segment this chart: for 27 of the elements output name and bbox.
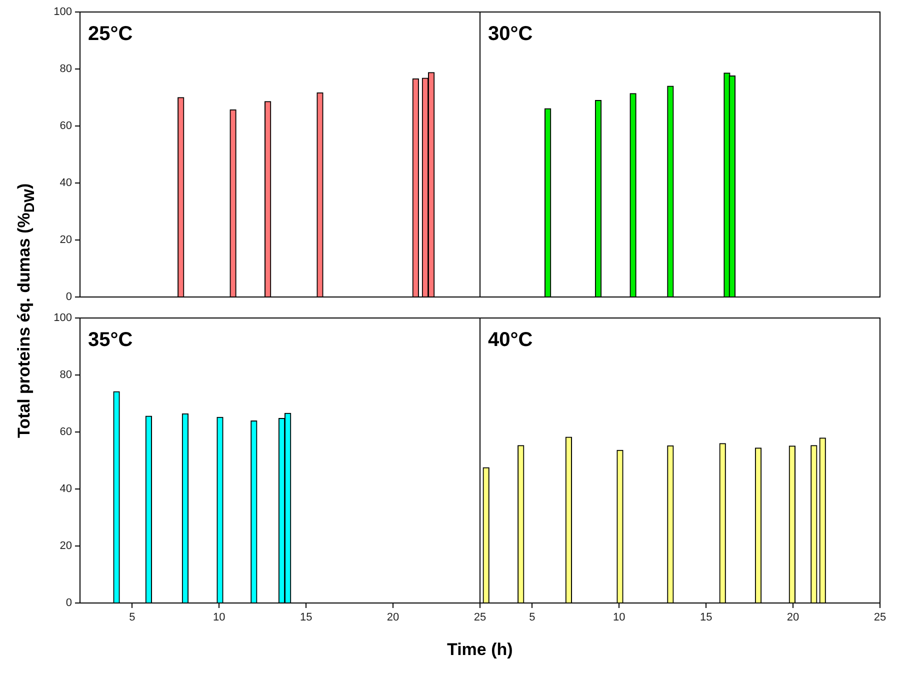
- x-tick-label: 5: [529, 612, 536, 624]
- x-tick-label: 20: [786, 612, 800, 624]
- x-tick-label: 10: [613, 612, 626, 624]
- text: 25°C: [88, 23, 133, 45]
- text: 35°C: [88, 329, 133, 351]
- y-tick-label: 60: [60, 120, 72, 132]
- text: 30°C: [488, 23, 533, 45]
- x-tick-label: 25: [874, 612, 886, 624]
- x-tick-label: 20: [386, 612, 400, 624]
- text: 40°C: [488, 329, 533, 351]
- y-tick-label: 0: [66, 597, 72, 610]
- y-tick-label: 20: [60, 540, 72, 552]
- y-tick-label: 60: [60, 426, 72, 438]
- y-tick-label: 100: [54, 6, 72, 18]
- x-tick-label: 15: [700, 612, 712, 624]
- x-tick-label: 10: [213, 612, 226, 624]
- y-tick-label: 40: [60, 177, 72, 190]
- y-tick-label: 20: [60, 234, 72, 246]
- x-tick-label: 5: [129, 612, 136, 624]
- x-tick-label: 25: [474, 612, 486, 624]
- y-tick-label: 80: [60, 369, 72, 382]
- y-tick-label: 100: [54, 312, 72, 324]
- x-axis-title: Time (h): [447, 640, 513, 660]
- y-tick-label: 80: [60, 63, 72, 76]
- x-tick-label: 15: [300, 612, 312, 624]
- y-tick-label: 0: [66, 291, 72, 304]
- y-tick-label: 40: [60, 483, 72, 496]
